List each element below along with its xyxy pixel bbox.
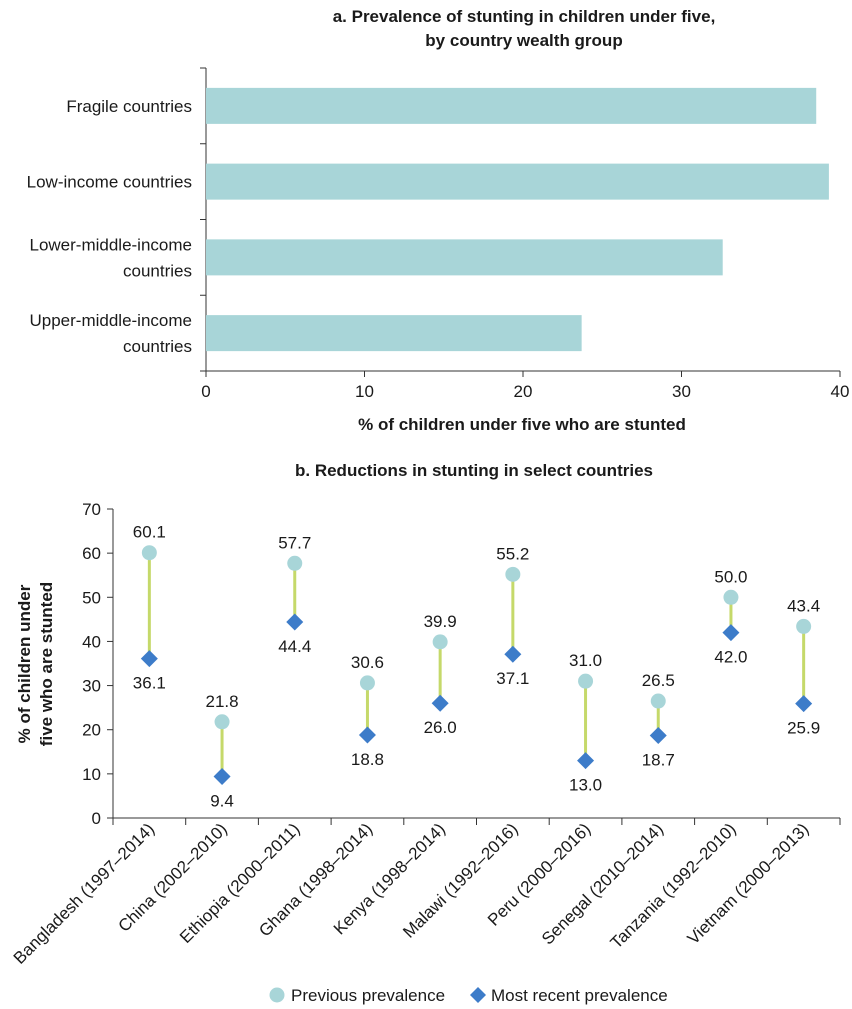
y-tick-label: 60 [82,544,101,563]
recent-point [431,694,449,712]
recent-value-label: 26.0 [424,718,457,737]
y-tick-label: 50 [82,588,101,607]
y-tick-label: 10 [82,765,101,784]
chart-title: by country wealth group [425,31,622,50]
recent-value-label: 9.4 [210,792,234,811]
category-label: Lower-middle-income [29,235,192,254]
recent-point [795,695,813,713]
x-tick-label: 30 [672,382,691,401]
previous-point [650,693,666,709]
category-label: Tanzania (1992–2010) [607,819,740,952]
recent-value-label: 42.0 [714,648,747,667]
recent-point [213,768,231,786]
x-tick-label: 0 [201,382,210,401]
y-tick-label: 70 [82,500,101,519]
recent-point [358,726,376,744]
y-axis-title: % of children under five who are stunted [15,582,56,746]
y-tick-label: 40 [82,632,101,651]
legend-previous-label: Previous prevalence [291,986,445,1005]
bar [206,239,723,276]
y-axis-title-line: five who are stunted [37,582,56,746]
previous-point [432,634,448,650]
x-axis-title: % of children under five who are stunted [358,415,686,434]
stunting-reductions-chart: b. Reductions in stunting in select coun… [10,461,841,1005]
recent-value-label: 44.4 [278,637,311,656]
previous-point [796,618,812,634]
x-tick-label: 40 [831,382,850,401]
stunting-by-wealth-group-chart: a. Prevalence of stunting in children un… [27,7,850,434]
recent-value-label: 18.8 [351,750,384,769]
recent-value-label: 18.7 [642,750,675,769]
previous-point [723,589,739,605]
bar [206,163,829,200]
recent-value-label: 13.0 [569,776,602,795]
x-tick-label: 10 [355,382,374,401]
recent-point [504,645,522,663]
y-tick-label: 30 [82,677,101,696]
y-axis-title-line: % of children under [15,584,34,743]
category-label: countries [123,261,192,280]
previous-value-label: 60.1 [133,523,166,542]
category-label: countries [123,337,192,356]
recent-value-label: 36.1 [133,674,166,693]
x-tick-label: 20 [514,382,533,401]
previous-value-label: 50.0 [714,567,747,586]
category-label: Fragile countries [66,97,192,116]
previous-value-label: 26.5 [642,671,675,690]
bar [206,87,817,124]
previous-value-label: 55.2 [496,544,529,563]
previous-value-label: 39.9 [424,612,457,631]
bar [206,315,582,352]
category-label: Low-income countries [27,173,192,192]
legend-previous-marker [269,987,285,1003]
previous-point [505,566,521,582]
previous-point [287,555,303,571]
legend-recent-marker [470,987,486,1003]
recent-point [649,726,667,744]
previous-point [578,673,594,689]
previous-value-label: 30.6 [351,653,384,672]
previous-point [359,675,375,691]
y-tick-label: 0 [92,809,101,828]
recent-value-label: 37.1 [496,669,529,688]
chart-title: b. Reductions in stunting in select coun… [295,461,653,480]
y-tick-label: 20 [82,721,101,740]
category-label: Upper-middle-income [29,311,192,330]
chart-title: a. Prevalence of stunting in children un… [333,7,716,26]
previous-point [141,545,157,561]
category-label: Bangladesh (1997–2014) [10,819,158,967]
recent-point [577,752,595,770]
legend-recent-label: Most recent prevalence [491,986,668,1005]
category-label: Ethiopia (2000–2011) [176,819,304,947]
category-label: Senegal (2010–2014) [538,819,667,948]
category-label: Vietnam (2000–2013) [684,819,813,948]
previous-value-label: 57.7 [278,533,311,552]
recent-point [722,624,740,642]
recent-value-label: 25.9 [787,719,820,738]
previous-value-label: 21.8 [206,692,239,711]
legend: Previous prevalence Most recent prevalenc… [269,986,668,1005]
previous-value-label: 43.4 [787,596,820,615]
recent-point [140,650,158,668]
previous-value-label: 31.0 [569,651,602,670]
recent-point [286,613,304,631]
previous-point [214,714,230,730]
